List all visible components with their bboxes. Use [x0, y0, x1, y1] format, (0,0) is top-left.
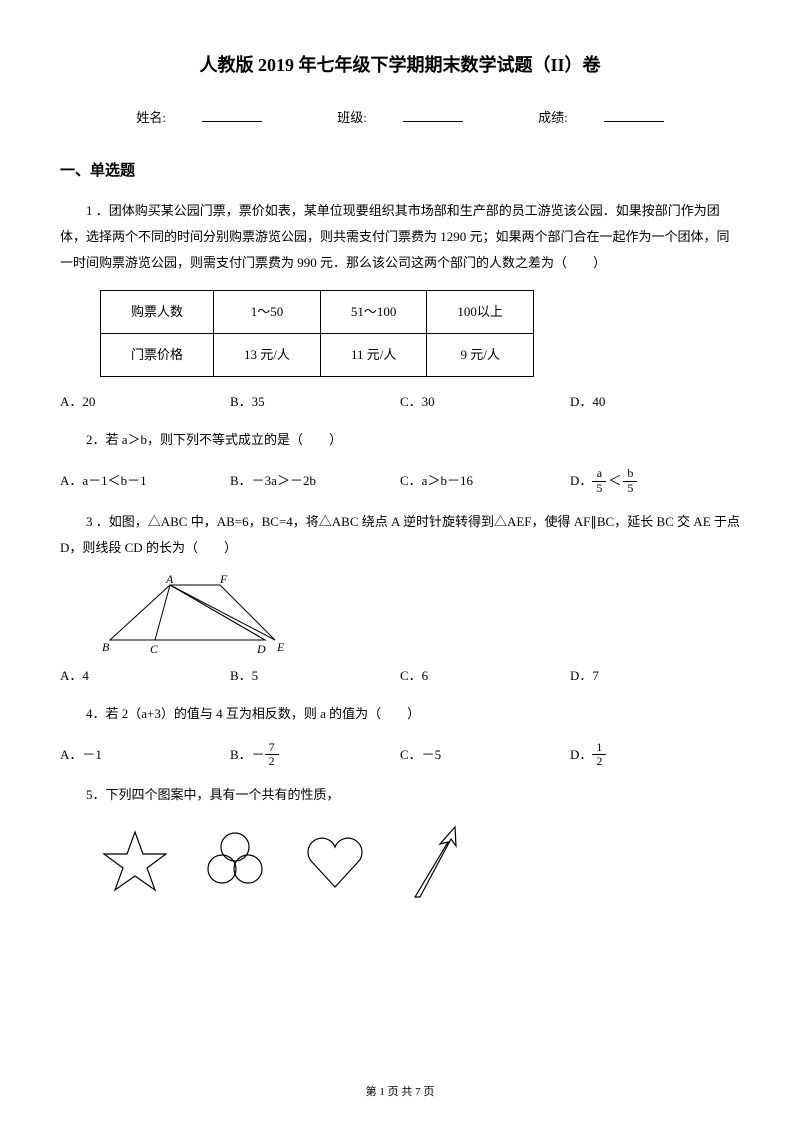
class-label: 班级:	[337, 110, 367, 125]
td-p2: 11 元/人	[320, 334, 427, 377]
th-r1: 1～50	[214, 291, 321, 334]
q4d-prefix: D．	[570, 744, 592, 766]
q1-opt-d: D．40	[570, 391, 740, 413]
score-blank	[604, 108, 664, 122]
q1-stem: 1 ．团体购买某公园门票，票价如表，某单位现要组织其市场部和生产部的员工游览该公…	[60, 198, 740, 276]
q3-label-d: D	[256, 642, 266, 655]
q2-opt-d: D． a5 ＜ b5	[570, 467, 740, 494]
q2d-frac-a: a5	[592, 467, 606, 494]
th-r3: 100以上	[427, 291, 534, 334]
page-footer: 第 1 页 共 7 页	[0, 1083, 800, 1102]
q1-price-table: 购票人数 1～50 51～100 100以上 门票价格 13 元/人 11 元/…	[100, 290, 534, 377]
name-label: 姓名:	[136, 110, 166, 125]
q3-options: A．4 B．5 C．6 D．7	[60, 665, 740, 687]
td-price-label: 门票价格	[101, 334, 214, 377]
td-p3: 9 元/人	[427, 334, 534, 377]
q3-stem: 3 ．如图，△ABC 中，AB=6，BC=4，将△ABC 绕点 A 逆时针旋转得…	[60, 509, 740, 561]
q2d-bn: b	[623, 467, 637, 481]
q2-options: A．a－1＜b－1 B．－3a＞－2b C．a＞b－16 D． a5 ＜ b5	[60, 467, 740, 494]
score-label: 成绩:	[538, 110, 568, 125]
q5-stem: 5．下列四个图案中，具有一个共有的性质，	[60, 782, 740, 808]
star-icon	[100, 827, 170, 897]
section-single-choice-header: 一、单选题	[60, 159, 740, 185]
q4d-frac: 12	[592, 741, 606, 768]
q4-options: A．－1 B．－ 72 C．－5 D． 12	[60, 741, 740, 768]
q4d-n: 1	[592, 741, 606, 755]
class-blank	[403, 108, 463, 122]
q2d-ad: 5	[592, 482, 606, 495]
q4-opt-a: A．－1	[60, 744, 230, 766]
q1-options: A．20 B．35 C．30 D．40	[60, 391, 740, 413]
q3-opt-b: B．5	[230, 665, 400, 687]
q2d-frac-b: b5	[623, 467, 637, 494]
question-1: 1 ．团体购买某公园门票，票价如表，某单位现要组织其市场部和生产部的员工游览该公…	[60, 198, 740, 276]
q4b-n: 7	[265, 741, 279, 755]
q3-label-f: F	[219, 575, 228, 586]
question-3: 3 ．如图，△ABC 中，AB=6，BC=4，将△ABC 绕点 A 逆时针旋转得…	[60, 509, 740, 561]
page-title: 人教版 2019 年七年级下学期期末数学试题（II）卷	[60, 50, 740, 81]
q4d-d: 2	[592, 755, 606, 768]
heart-icon	[300, 827, 370, 897]
q4b-d: 2	[265, 755, 279, 768]
q2-opt-a: A．a－1＜b－1	[60, 470, 230, 492]
three-circles-icon	[200, 827, 270, 897]
q2d-bd: 5	[623, 482, 637, 495]
q3-label-c: C	[150, 642, 159, 655]
question-2: 2．若 a＞b，则下列不等式成立的是（ ）	[60, 427, 740, 453]
q2-stem: 2．若 a＞b，则下列不等式成立的是（ ）	[60, 427, 740, 453]
name-blank	[202, 108, 262, 122]
q3-label-e: E	[276, 640, 285, 654]
arrow-icon	[400, 822, 470, 902]
q4-opt-d: D． 12	[570, 741, 740, 768]
q1-opt-c: C．30	[400, 391, 570, 413]
q3-opt-a: A．4	[60, 665, 230, 687]
q4-opt-b: B．－ 72	[230, 741, 400, 768]
info-row: 姓名: 班级: 成绩:	[60, 107, 740, 129]
q4-stem: 4．若 2（a+3）的值与 4 互为相反数，则 a 的值为（ ）	[60, 701, 740, 727]
th-count: 购票人数	[101, 291, 214, 334]
q1-opt-b: B．35	[230, 391, 400, 413]
td-p1: 13 元/人	[214, 334, 321, 377]
q3-opt-c: C．6	[400, 665, 570, 687]
q4b-frac: 72	[265, 741, 279, 768]
q1-opt-a: A．20	[60, 391, 230, 413]
th-r2: 51～100	[320, 291, 427, 334]
question-4: 4．若 2（a+3）的值与 4 互为相反数，则 a 的值为（ ）	[60, 701, 740, 727]
q3-label-a: A	[165, 575, 174, 586]
question-5: 5．下列四个图案中，具有一个共有的性质，	[60, 782, 740, 808]
q3-opt-d: D．7	[570, 665, 740, 687]
table-row: 购票人数 1～50 51～100 100以上	[101, 291, 534, 334]
table-row: 门票价格 13 元/人 11 元/人 9 元/人	[101, 334, 534, 377]
q5-shapes	[100, 822, 740, 902]
q2-opt-c: C．a＞b－16	[400, 470, 570, 492]
q3-label-b: B	[102, 640, 110, 654]
q3-diagram: A F B C D E	[100, 575, 740, 655]
q2d-an: a	[592, 467, 606, 481]
q2d-prefix: D．	[570, 470, 592, 492]
q2-opt-b: B．－3a＞－2b	[230, 470, 400, 492]
q4-opt-c: C．－5	[400, 744, 570, 766]
q4b-prefix: B．－	[230, 744, 265, 766]
q2d-op: ＜	[608, 470, 621, 492]
